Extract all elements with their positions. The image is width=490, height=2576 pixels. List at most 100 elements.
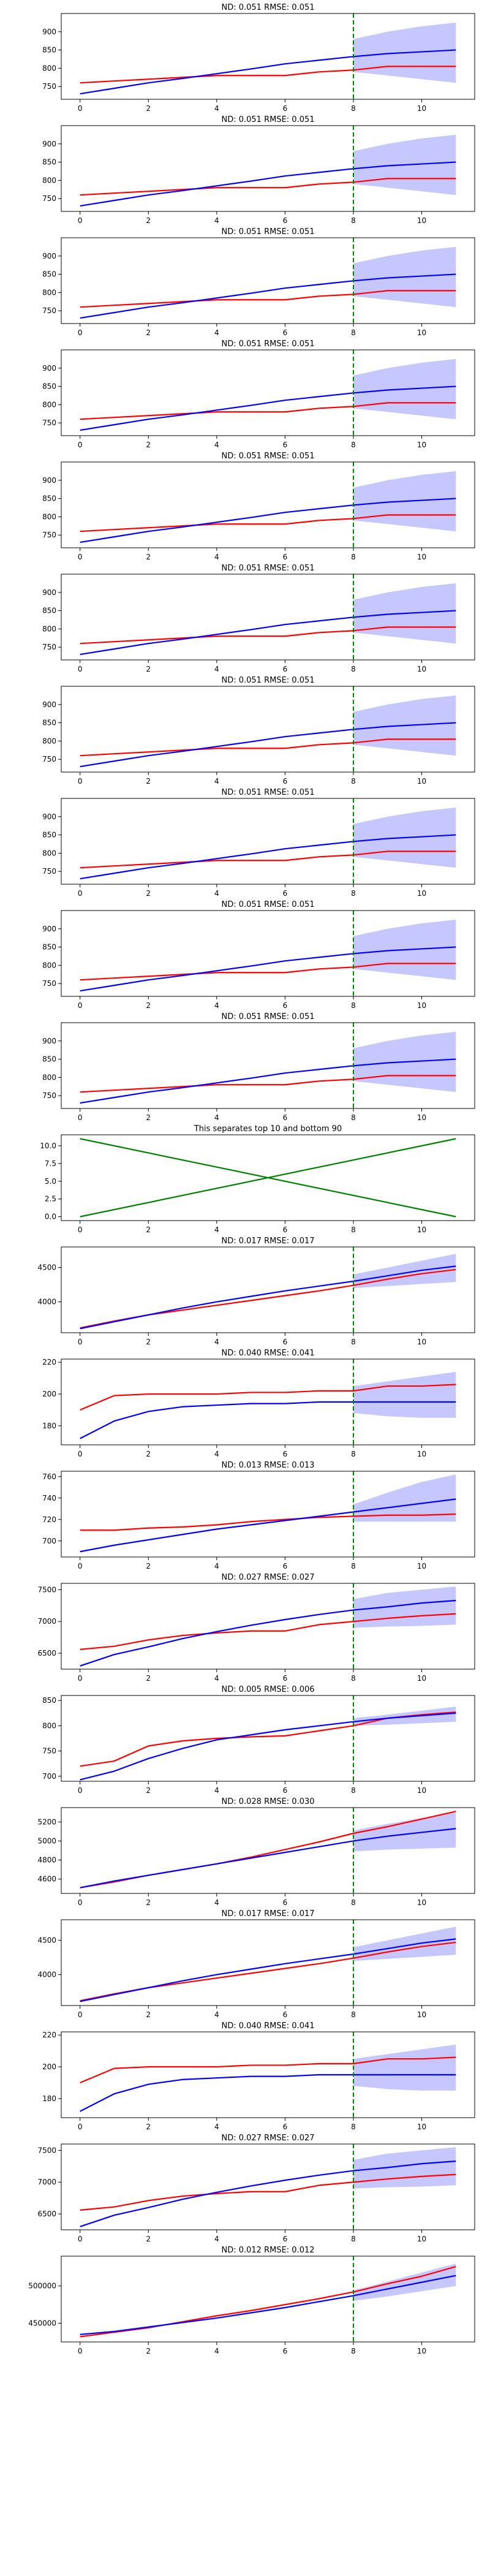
x-tick-label: 2 <box>146 1562 151 1570</box>
x-tick-label: 0 <box>78 104 83 113</box>
y-tick-label: 900 <box>42 364 56 373</box>
x-tick-label: 8 <box>351 2010 356 2019</box>
y-tick-label: 800 <box>42 64 56 72</box>
x-tick-label: 2 <box>146 2123 151 2131</box>
forecast-line <box>80 1599 456 1667</box>
x-tick-label: 4 <box>214 1674 219 1683</box>
x-tick-label: 0 <box>78 777 83 786</box>
chart-title: ND: 0.051 RMSE: 0.051 <box>221 1012 314 1021</box>
x-tick-label: 0 <box>78 889 83 898</box>
x-tick-label: 6 <box>283 2235 288 2243</box>
chart-title: ND: 0.028 RMSE: 0.030 <box>221 1797 314 1806</box>
actual-line <box>80 514 456 532</box>
x-tick-label: 2 <box>146 1225 151 1234</box>
x-tick-label: 2 <box>146 104 151 113</box>
x-tick-label: 4 <box>214 2347 219 2355</box>
chart-panel: ND: 0.013 RMSE: 0.013 0 2 4 6 8 10 700 720 740 760 <box>42 1461 475 1570</box>
x-tick-label: 2 <box>146 2235 151 2243</box>
axes-frame <box>61 798 475 885</box>
y-tick-label: 5200 <box>37 1817 56 1826</box>
y-tick-label: 750 <box>42 1747 56 1756</box>
x-tick-label: 8 <box>351 2347 356 2355</box>
y-tick-label: 750 <box>42 306 56 315</box>
x-tick-label: 10 <box>417 1338 426 1346</box>
y-tick-label: 750 <box>42 755 56 763</box>
x-tick-label: 6 <box>283 1786 288 1795</box>
chart-title: ND: 0.051 RMSE: 0.051 <box>221 788 314 797</box>
x-tick-label: 10 <box>417 104 426 113</box>
x-tick-label: 4 <box>214 1113 219 1122</box>
x-tick-label: 10 <box>417 2010 426 2019</box>
x-tick-label: 6 <box>283 1674 288 1683</box>
chart-title: ND: 0.051 RMSE: 0.051 <box>221 115 314 124</box>
x-tick-label: 10 <box>417 2123 426 2131</box>
axes-frame <box>61 1358 475 1445</box>
actual-line <box>80 290 456 308</box>
forecast-line <box>80 610 456 656</box>
axes-frame <box>61 2143 475 2230</box>
x-tick-label: 0 <box>78 1786 83 1795</box>
x-tick-label: 10 <box>417 777 426 786</box>
forecast-line <box>80 834 456 880</box>
y-tick-label: 800 <box>42 288 56 297</box>
axes-frame <box>61 2031 475 2118</box>
chart-title: ND: 0.051 RMSE: 0.051 <box>221 339 314 349</box>
chart-panel: ND: 0.005 RMSE: 0.006 0 2 4 6 8 10 700 750 800 850 <box>42 1685 475 1795</box>
y-tick-label: 900 <box>42 588 56 597</box>
chart-panel: ND: 0.027 RMSE: 0.027 0 2 4 6 8 10 6500 7000 7500 <box>37 1573 475 1683</box>
chart-title: ND: 0.017 RMSE: 0.017 <box>221 1237 314 1246</box>
x-tick-label: 6 <box>283 777 288 786</box>
y-tick-label: 180 <box>42 2094 56 2103</box>
y-tick-label: 850 <box>42 158 56 167</box>
y-tick-label: 750 <box>42 82 56 91</box>
chart-title: ND: 0.040 RMSE: 0.041 <box>221 2021 314 2031</box>
x-tick-label: 8 <box>351 441 356 449</box>
x-tick-label: 4 <box>214 1786 219 1795</box>
chart-title: ND: 0.051 RMSE: 0.051 <box>221 227 314 237</box>
x-tick-label: 4 <box>214 2235 219 2243</box>
y-tick-label: 800 <box>42 624 56 633</box>
x-tick-label: 0 <box>78 1562 83 1570</box>
x-tick-label: 0 <box>78 1898 83 1907</box>
x-tick-label: 4 <box>214 104 219 113</box>
y-tick-label: 750 <box>42 643 56 651</box>
forecast-line <box>80 161 456 207</box>
y-tick-label: 900 <box>42 476 56 485</box>
y-tick-label: 6500 <box>37 2210 56 2218</box>
x-tick-label: 0 <box>78 2010 83 2019</box>
x-tick-label: 6 <box>283 2123 288 2131</box>
x-tick-label: 0 <box>78 553 83 561</box>
y-tick-label: 900 <box>42 1037 56 1045</box>
chart-title: ND: 0.051 RMSE: 0.051 <box>221 900 314 909</box>
y-tick-label: 900 <box>42 813 56 821</box>
chart-panel: ND: 0.051 RMSE: 0.051 0 2 4 6 8 10 750 800 850 900 <box>42 115 475 225</box>
axes-frame <box>61 13 475 100</box>
y-tick-label: 800 <box>42 1721 56 1730</box>
y-tick-label: 200 <box>42 1390 56 1398</box>
x-tick-label: 10 <box>417 216 426 225</box>
x-tick-label: 2 <box>146 889 151 898</box>
y-tick-label: 750 <box>42 531 56 539</box>
y-tick-label: 200 <box>42 2063 56 2071</box>
x-tick-label: 10 <box>417 2235 426 2243</box>
x-tick-label: 6 <box>283 1562 288 1570</box>
x-tick-label: 6 <box>283 2347 288 2355</box>
forecast-line <box>80 1265 456 1330</box>
x-tick-label: 6 <box>283 1001 288 1010</box>
x-tick-label: 4 <box>214 328 219 337</box>
y-tick-label: 7.5 <box>45 1159 56 1168</box>
actual-line <box>80 178 456 196</box>
y-tick-label: 6500 <box>37 1649 56 1657</box>
y-tick-label: 5000 <box>37 1836 56 1845</box>
axes-frame <box>61 237 475 324</box>
x-tick-label: 0 <box>78 2123 83 2131</box>
y-tick-label: 220 <box>42 1358 56 1366</box>
y-tick-label: 900 <box>42 700 56 709</box>
axes-frame <box>61 1471 475 1558</box>
y-tick-label: 850 <box>42 46 56 55</box>
actual-line <box>80 626 456 645</box>
y-tick-label: 900 <box>42 925 56 933</box>
x-tick-label: 2 <box>146 1113 151 1122</box>
axes-frame <box>61 1583 475 1670</box>
